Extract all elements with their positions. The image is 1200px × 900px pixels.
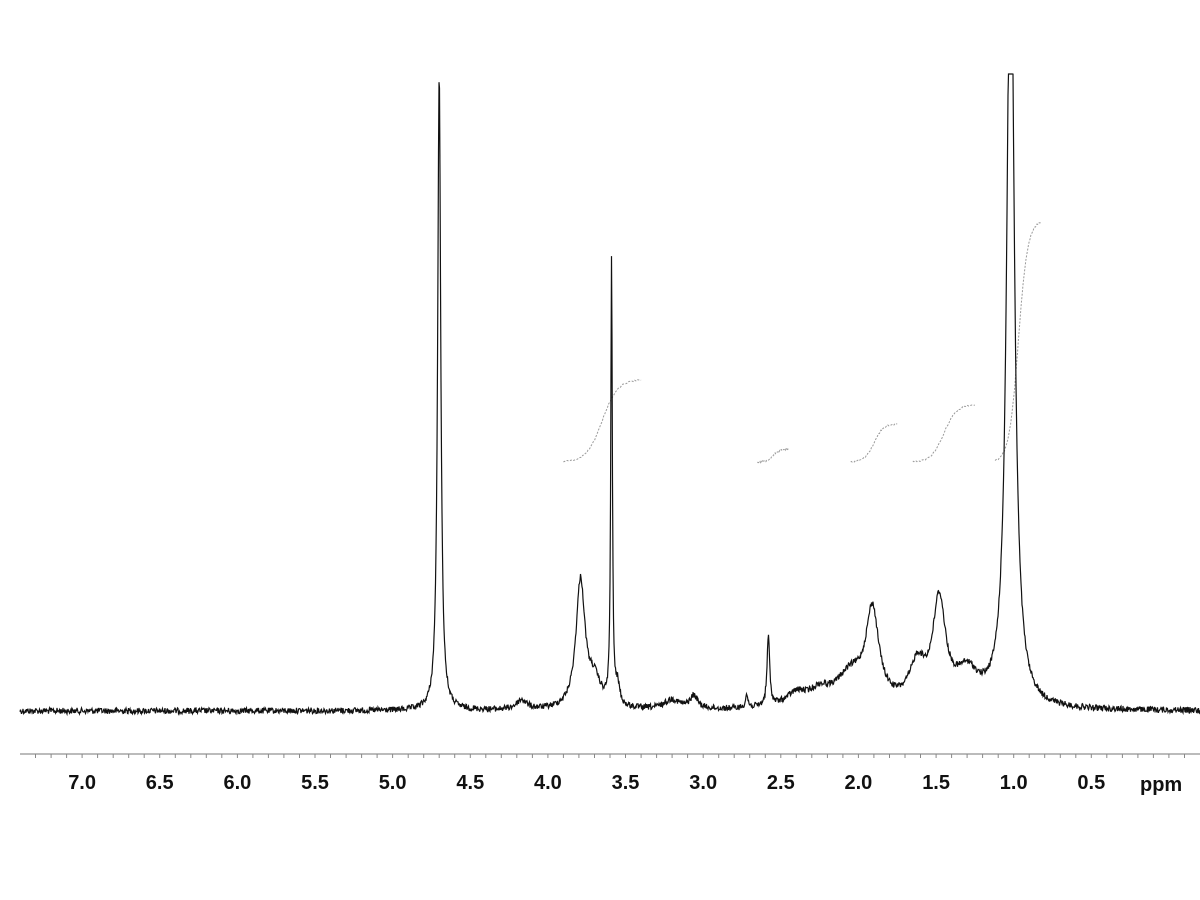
integral-curve-5 (994, 221, 1042, 461)
x-axis-tick-label: 6.0 (223, 772, 251, 794)
integral-curve-4 (912, 404, 975, 463)
integral-curve-3 (850, 422, 898, 463)
integral-curves (563, 221, 1042, 464)
x-axis-tick-label: 3.0 (689, 772, 717, 794)
x-axis-tick-label: 3.5 (612, 772, 640, 794)
x-axis-tick-labels: 7.0 6.5 6.0 5.5 5.0 4.5 4.0 3.5 3.0 2.5 2.0 1.5 1.0 0… (68, 772, 1105, 794)
x-axis-tick-label: 7.0 (68, 772, 96, 794)
plot-area (19, 73, 1200, 717)
x-axis-tick-label: 4.0 (534, 772, 562, 794)
x-axis-tick-label: 1.5 (922, 772, 950, 794)
x-axis-unit-label: ppm (1140, 774, 1182, 796)
x-axis-tick-label: 1.0 (1000, 772, 1028, 794)
x-axis-tick-label: 5.0 (379, 772, 407, 794)
x-axis: 7.0 6.5 6.0 5.5 5.0 4.5 4.0 3.5 3.0 2.5 2.0 1.5 1.0 0… (20, 753, 1200, 796)
integral-curve-1 (563, 379, 642, 463)
integral-curve-2 (757, 447, 790, 464)
x-axis-minor-ticks (35, 754, 1185, 758)
x-axis-tick-label: 4.5 (456, 772, 484, 794)
x-axis-tick-label: 6.5 (146, 772, 174, 794)
x-axis-tick-label: 2.0 (844, 772, 872, 794)
x-axis-tick-label: 5.5 (301, 772, 329, 794)
x-axis-tick-label: 0.5 (1077, 772, 1105, 794)
spectrum-trace (19, 73, 1200, 717)
x-axis-tick-label: 2.5 (767, 772, 795, 794)
